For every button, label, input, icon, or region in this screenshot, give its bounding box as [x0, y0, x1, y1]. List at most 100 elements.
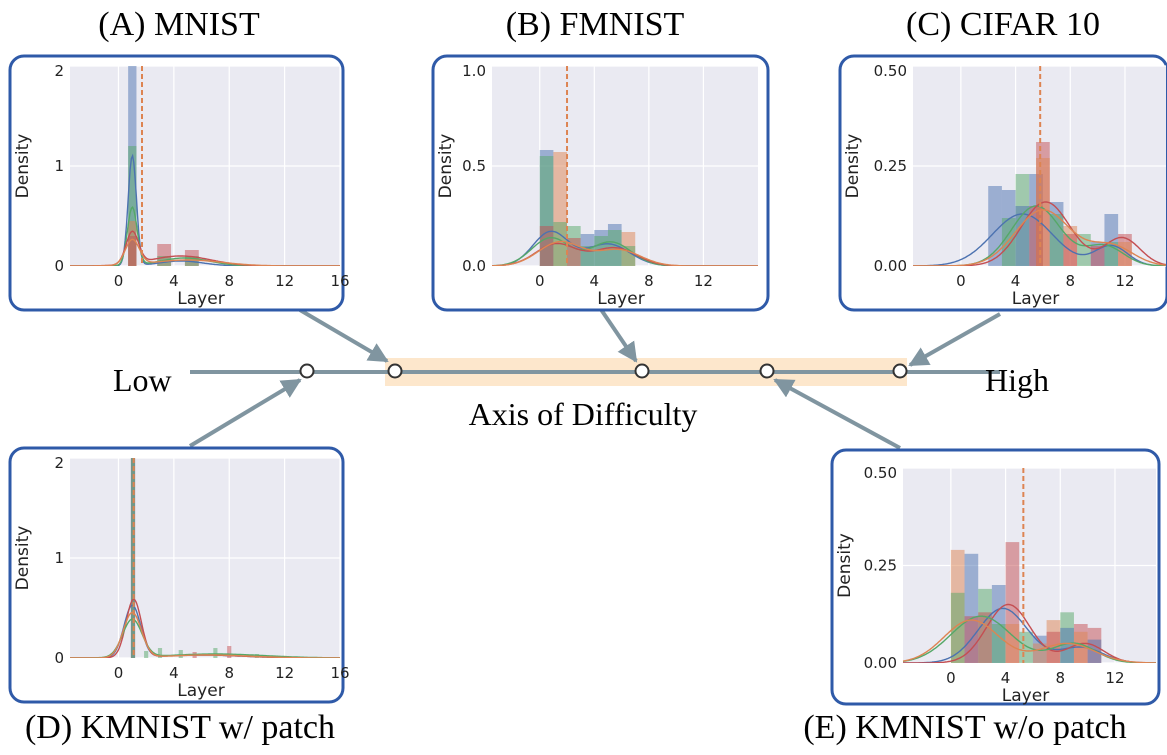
axis-high-label: High: [985, 362, 1049, 398]
density-curve: [492, 237, 758, 266]
x-tick-label: 8: [644, 272, 654, 290]
histogram-bar: [1001, 218, 1016, 266]
x-tick-label: 12: [275, 664, 294, 682]
y-axis-label: Density: [843, 134, 863, 199]
axis-point-c: [892, 363, 908, 379]
x-axis-label: Layer: [177, 681, 224, 701]
y-tick-label: 2: [54, 62, 64, 80]
panel-title-a: (A) MNIST: [98, 6, 260, 43]
y-tick-label: 2: [54, 454, 64, 472]
density-curve: [70, 238, 340, 266]
x-tick-label: 4: [169, 664, 179, 682]
x-tick-label: 8: [224, 664, 234, 682]
histogram-bar: [1005, 624, 1020, 663]
difficulty-axis: Low High Axis of Difficulty: [113, 358, 1049, 432]
panel-title-b: (B) FMNIST: [506, 6, 685, 43]
panel-b: 0 4 8 12 0.0 0.5 1.0 Layer Density: [431, 54, 770, 312]
histogram-bar: [227, 646, 232, 658]
histogram-bar: [1077, 234, 1091, 266]
panel-title-e: (E) KMNIST w/o patch: [803, 709, 1126, 746]
x-tick-label: 12: [1105, 669, 1124, 687]
axis-point-a: [387, 363, 403, 379]
axis-title: Axis of Difficulty: [469, 396, 698, 432]
y-tick-label: 0: [54, 257, 64, 275]
histogram-bar: [991, 624, 1006, 663]
histogram-bar: [144, 651, 149, 658]
axis-point-d: [299, 363, 315, 379]
panel-title-c: (C) CIFAR 10: [906, 6, 1100, 43]
y-axis-label: Density: [835, 533, 855, 598]
panel-e: 0 4 8 12 0.00 0.25 0.50 Layer Density: [830, 448, 1161, 706]
x-tick-label: 0: [946, 669, 956, 687]
connector-arrows: [188, 306, 1001, 450]
x-tick-label: 8: [224, 272, 234, 290]
panel-title-d: (D) KMNIST w/ patch: [25, 709, 335, 746]
x-tick-label: 0: [956, 272, 966, 290]
x-tick-label: 16: [330, 664, 349, 682]
plot-content: [492, 66, 758, 266]
histogram-bar: [128, 236, 137, 266]
y-tick-label: 0.25: [874, 157, 907, 175]
axis-point-b: [634, 363, 650, 379]
y-tick-label: 1.0: [462, 62, 486, 80]
x-tick-label: 4: [590, 272, 600, 290]
x-tick-label: 0: [114, 272, 124, 290]
arrow-d: [188, 378, 302, 448]
x-tick-label: 12: [694, 272, 713, 290]
y-axis-label: Density: [436, 134, 456, 199]
x-tick-label: 8: [1055, 669, 1065, 687]
y-axis-label: Density: [13, 526, 33, 591]
x-tick-label: 4: [1011, 272, 1021, 290]
plot-content: [70, 458, 340, 658]
x-tick-label: 0: [535, 272, 545, 290]
x-tick-label: 8: [1065, 272, 1075, 290]
histogram-bar: [213, 648, 218, 658]
density-curve: [903, 619, 1156, 663]
y-axis-label: Density: [13, 134, 33, 199]
plot-content: [913, 66, 1166, 266]
plot-content: [70, 66, 340, 266]
arrow-c: [908, 312, 1001, 367]
y-tick-label: 0.5: [462, 157, 486, 175]
density-curve: [903, 603, 1156, 663]
density-curve: [492, 240, 758, 266]
histogram-bar: [988, 186, 1002, 266]
x-tick-label: 4: [169, 272, 179, 290]
histogram-bar: [1015, 206, 1030, 266]
panel-c: 0 4 8 12 0.00 0.25 0.50 Layer Density: [838, 54, 1167, 312]
x-tick-label: 4: [1001, 669, 1011, 687]
y-tick-label: 0.0: [462, 257, 486, 275]
x-tick-label: 0: [114, 664, 124, 682]
y-tick-label: 0.50: [864, 464, 897, 482]
x-tick-label: 12: [275, 272, 294, 290]
arrow-b: [598, 306, 638, 363]
histogram-bar: [178, 650, 183, 658]
histogram-bar: [128, 146, 137, 266]
arrow-e: [773, 378, 901, 450]
axis-low-label: Low: [113, 362, 172, 398]
y-tick-label: 0.00: [874, 257, 907, 275]
density-curve: [903, 615, 1156, 663]
plot-content: [903, 468, 1156, 663]
density-curve: [70, 611, 340, 658]
x-axis-label: Layer: [1002, 686, 1049, 706]
y-tick-label: 0: [54, 649, 64, 667]
histogram-bar: [1019, 631, 1033, 663]
x-tick-label: 12: [1115, 272, 1134, 290]
x-axis-label: Layer: [597, 289, 644, 309]
y-tick-label: 0.00: [864, 654, 897, 672]
x-tick-label: 16: [330, 272, 349, 290]
histogram-bar: [157, 648, 163, 658]
x-axis-label: Layer: [177, 289, 224, 309]
y-tick-label: 0.25: [864, 557, 897, 575]
histogram-bar: [1060, 627, 1074, 663]
axis-point-e: [759, 363, 775, 379]
histogram-bar: [567, 238, 581, 266]
x-axis-label: Layer: [1012, 289, 1059, 309]
arrow-a: [298, 308, 389, 363]
y-tick-label: 1: [54, 549, 64, 567]
